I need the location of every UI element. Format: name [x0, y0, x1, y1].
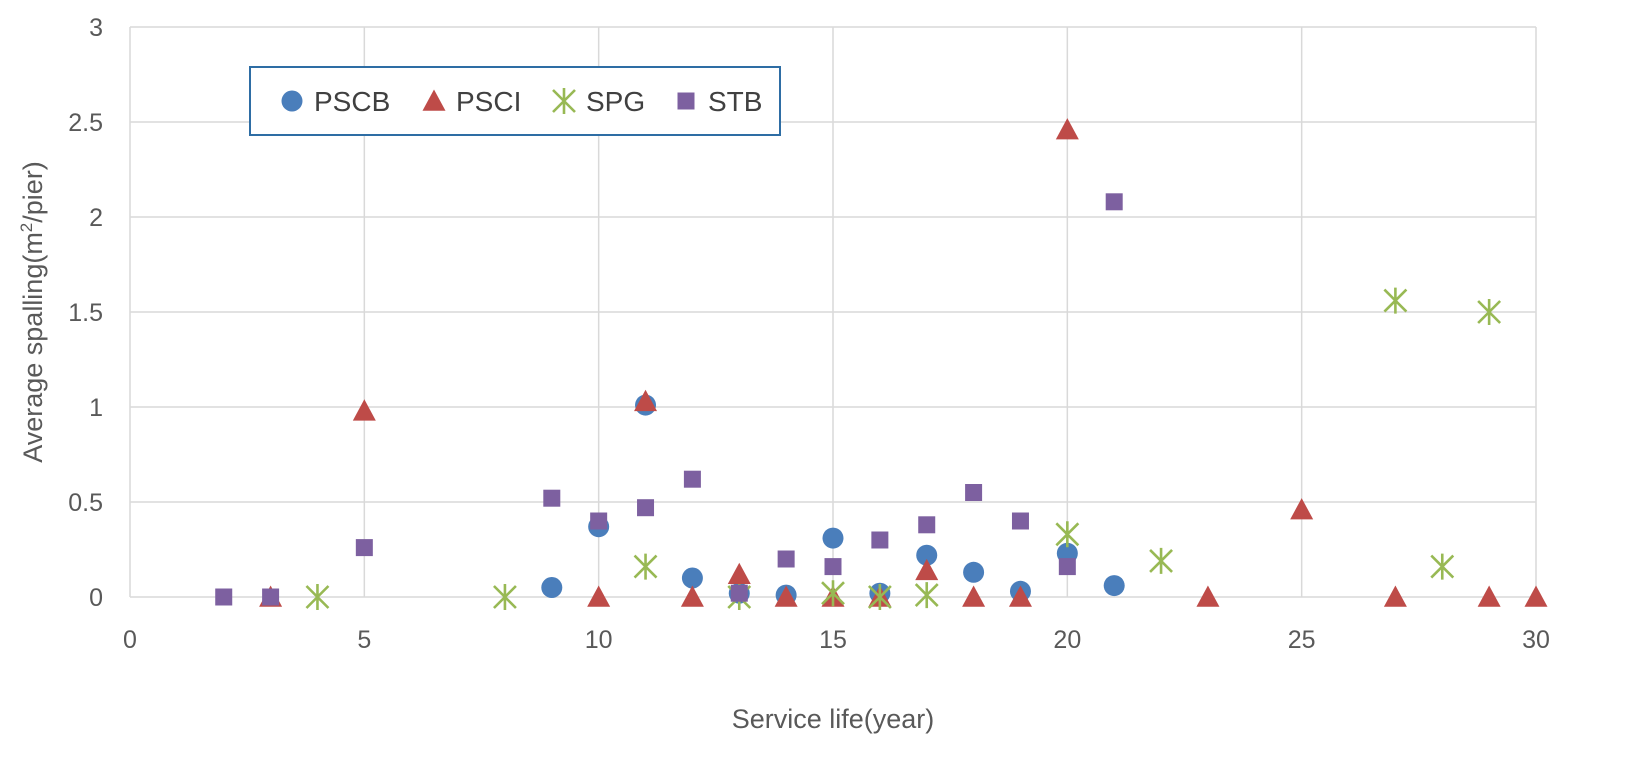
legend-label: STB — [708, 86, 762, 117]
point-spg — [914, 582, 939, 609]
point-stb — [683, 470, 701, 488]
x-axis-label: Service life(year) — [732, 704, 935, 734]
point-psci — [680, 585, 704, 607]
point-pscb — [822, 527, 844, 549]
legend-label: SPG — [586, 86, 645, 117]
legend-marker-stb — [677, 92, 695, 110]
point-spg — [305, 584, 330, 610]
point-stb — [1105, 193, 1123, 211]
point-psci — [1477, 585, 1501, 607]
point-spg — [1477, 299, 1502, 325]
point-spg — [1430, 553, 1455, 580]
point-psci — [1055, 118, 1079, 140]
point-stb — [543, 489, 561, 507]
legend-label: PSCB — [314, 86, 390, 117]
point-spg — [633, 553, 658, 580]
legend-item-spg: SPG — [552, 86, 645, 117]
y-tick-label: 2.5 — [68, 109, 103, 137]
x-tick-label: 10 — [585, 626, 613, 654]
series-spg — [305, 287, 1502, 610]
point-stb — [590, 512, 608, 530]
point-stb — [965, 484, 983, 501]
point-stb — [355, 539, 373, 557]
point-spg — [1149, 547, 1173, 574]
point-psci — [962, 585, 986, 607]
legend-item-pscb: PSCB — [281, 86, 390, 117]
point-psci — [634, 389, 658, 412]
point-spg — [867, 584, 892, 610]
y-axis-label-superscript: 2 — [17, 223, 36, 232]
point-psci — [587, 585, 611, 607]
y-tick-label: 1 — [89, 394, 103, 422]
legend-marker-spg — [552, 88, 576, 114]
point-pscb — [1103, 575, 1125, 597]
legend-item-psci: PSCI — [422, 86, 521, 117]
point-stb — [1058, 558, 1076, 576]
x-tick-label: 25 — [1288, 626, 1316, 654]
point-psci — [1196, 585, 1220, 607]
y-tick-label: 1.5 — [68, 299, 103, 327]
x-tick-label: 0 — [123, 626, 137, 654]
legend-label: PSCI — [456, 86, 521, 117]
point-spg — [1055, 521, 1080, 548]
series-stb — [215, 193, 1123, 606]
point-psci — [1524, 585, 1548, 607]
y-axis-label: Average spalling(m2/pier) — [17, 161, 48, 463]
legend-item-stb: STB — [677, 86, 762, 117]
y-tick-label: 0.5 — [68, 489, 103, 517]
axes: 0 5 10 15 20 25 30 0 0.5 1 1.5 2 2.5 3 — [68, 14, 1550, 654]
x-tick-label: 20 — [1053, 626, 1081, 654]
legend: PSCB PSCI SPG STB — [249, 66, 781, 136]
point-psci — [1008, 585, 1032, 607]
point-stb — [777, 550, 795, 568]
point-stb — [262, 588, 280, 606]
y-tick-label: 2 — [89, 204, 103, 232]
point-spg — [821, 580, 845, 607]
point-psci — [352, 399, 376, 421]
point-stb — [824, 558, 842, 576]
point-pscb — [681, 567, 703, 589]
grid-lines — [129, 26, 1537, 598]
y-tick-label: 0 — [89, 584, 103, 612]
legend-marker-pscb — [281, 90, 303, 112]
x-tick-label: 30 — [1522, 626, 1550, 654]
data-points — [215, 118, 1548, 610]
x-tick-label: 5 — [357, 626, 371, 654]
point-spg — [1383, 287, 1408, 314]
legend-marker-psci — [422, 89, 446, 111]
point-pscb — [963, 561, 985, 583]
point-stb — [637, 499, 655, 517]
point-stb — [215, 588, 233, 606]
point-psci — [727, 562, 751, 584]
point-stb — [730, 584, 748, 602]
y-axis-label-suffix: /pier) — [18, 161, 48, 223]
point-stb — [871, 531, 889, 549]
point-pscb — [916, 544, 938, 566]
x-tick-label: 15 — [819, 626, 847, 654]
series-psci — [259, 118, 1548, 607]
y-axis-label-prefix: Average spalling(m — [18, 232, 48, 463]
point-spg — [493, 584, 517, 610]
point-stb — [1011, 512, 1029, 530]
point-psci — [915, 558, 939, 581]
y-tick-label: 3 — [89, 14, 103, 42]
point-psci — [774, 585, 798, 607]
point-psci — [1383, 585, 1407, 607]
point-pscb — [541, 577, 563, 598]
point-stb — [918, 516, 936, 534]
point-psci — [1290, 498, 1314, 520]
